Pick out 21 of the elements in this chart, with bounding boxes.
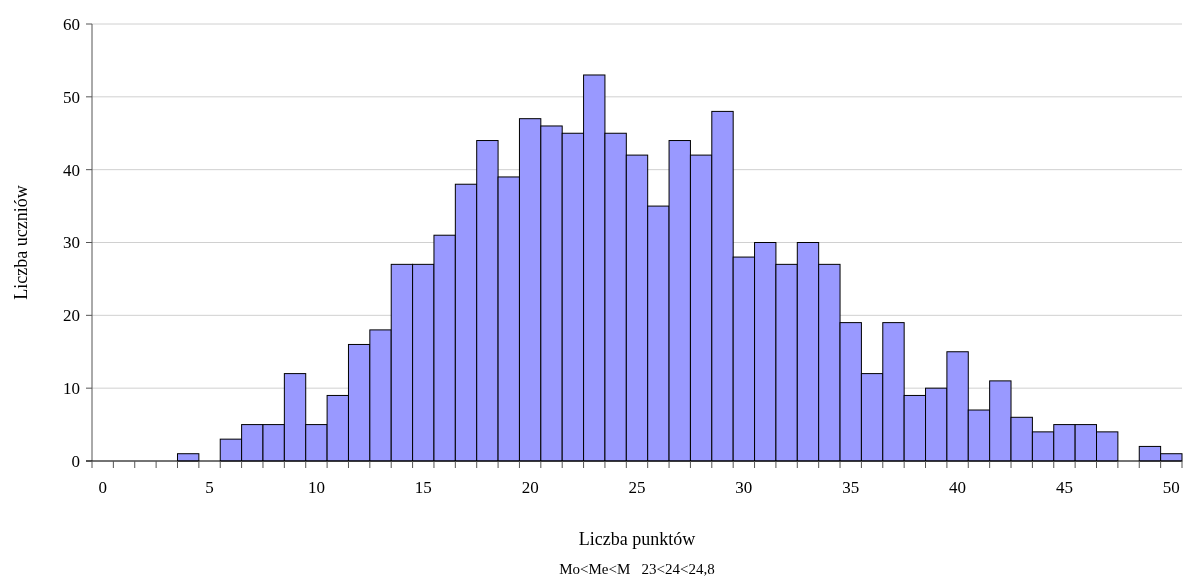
x-tick-label: 0 — [98, 478, 107, 497]
x-tick-label: 30 — [735, 478, 753, 497]
x-tick-label: 25 — [628, 478, 646, 497]
y-tick-label: 20 — [63, 306, 80, 326]
x-tick-label: 35 — [842, 478, 860, 497]
y-tick-label: 60 — [63, 14, 80, 34]
y-tick-label: 30 — [63, 233, 80, 253]
x-tick-label: 45 — [1055, 478, 1073, 497]
y-tick-label: 10 — [63, 379, 80, 399]
y-tick-label: 40 — [63, 160, 80, 180]
y-tick-label: 0 — [71, 451, 80, 471]
x-tick-label: 20 — [521, 478, 539, 497]
x-tick-label: 50 — [1162, 478, 1180, 497]
x-tick-label: 10 — [307, 478, 325, 497]
y-tick-label: 50 — [63, 87, 80, 107]
x-axis-title: Liczba punktów — [578, 529, 696, 549]
text: Mo<Me<M 23<24<24,8 — [559, 561, 715, 577]
x-tick-label: 40 — [949, 478, 967, 497]
x-tick-label: 15 — [414, 478, 432, 497]
x-tick-label: 5 — [205, 478, 214, 497]
y-axis-title: Liczba uczniów — [11, 185, 31, 300]
